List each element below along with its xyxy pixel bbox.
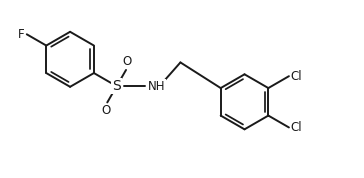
Text: O: O <box>102 104 111 117</box>
Text: Cl: Cl <box>291 70 302 83</box>
Text: S: S <box>112 79 121 93</box>
Text: Cl: Cl <box>291 121 302 134</box>
Text: O: O <box>123 55 132 68</box>
Text: F: F <box>18 28 25 41</box>
Text: NH: NH <box>148 80 165 93</box>
